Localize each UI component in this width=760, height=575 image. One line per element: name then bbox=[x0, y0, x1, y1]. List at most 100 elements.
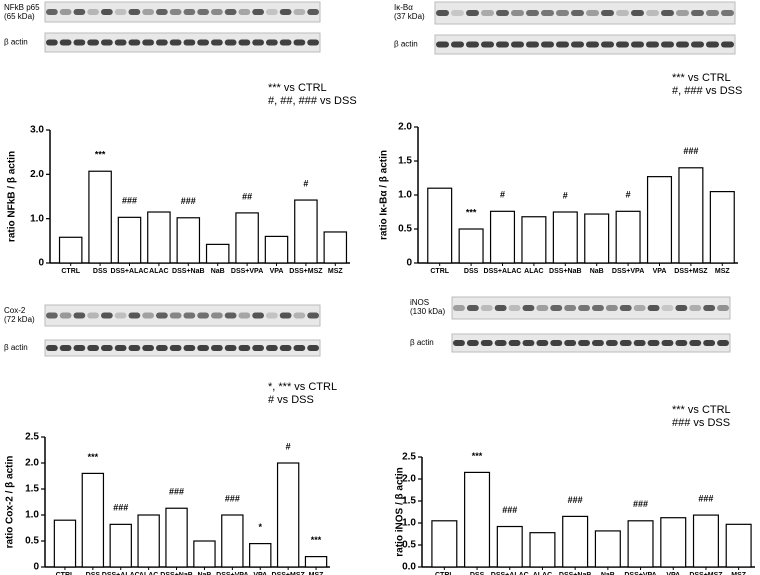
blot-band bbox=[436, 10, 449, 16]
blot-band bbox=[661, 41, 674, 48]
blot-band bbox=[496, 41, 509, 48]
x-tick-label: ALAC bbox=[149, 268, 168, 275]
blot-band bbox=[266, 39, 278, 46]
x-tick-label: DSS+VPA bbox=[216, 572, 248, 575]
bar bbox=[458, 228, 484, 264]
x-tick-label: CTRL bbox=[430, 268, 449, 275]
blot-band bbox=[564, 305, 577, 311]
significance-label: *** bbox=[311, 535, 322, 545]
blot-band bbox=[676, 10, 689, 16]
legend-text: # vs DSS bbox=[268, 394, 314, 406]
bar bbox=[221, 514, 244, 568]
y-tick-label: 2.0 bbox=[398, 122, 412, 133]
y-tick-label: 0.5 bbox=[402, 540, 416, 551]
significance-label: ## bbox=[242, 191, 252, 201]
significance-label: # bbox=[563, 190, 568, 200]
blot-band bbox=[238, 312, 251, 319]
blot-band bbox=[522, 305, 535, 311]
blot-band bbox=[279, 312, 292, 319]
blot-band bbox=[59, 9, 72, 15]
blot-band bbox=[616, 41, 629, 48]
bar bbox=[615, 210, 641, 264]
x-tick-label: VPA bbox=[270, 268, 284, 275]
bar bbox=[276, 462, 300, 568]
blot-band bbox=[279, 345, 292, 351]
significance-label: *** bbox=[95, 150, 106, 160]
blot-band bbox=[169, 9, 182, 15]
blot-band bbox=[293, 39, 306, 46]
blot-band bbox=[128, 345, 141, 351]
significance-label: ### bbox=[225, 493, 240, 503]
blot-band bbox=[706, 41, 719, 48]
y-tick-label: 2.5 bbox=[25, 432, 39, 443]
blot-band bbox=[676, 41, 689, 48]
bar bbox=[249, 542, 272, 568]
blot-label: (130 kDa) bbox=[410, 307, 445, 316]
legend-text: #, ### vs DSS bbox=[672, 85, 742, 97]
blot-background bbox=[44, 1, 321, 23]
blot-band bbox=[571, 41, 584, 48]
blot-band bbox=[252, 39, 264, 46]
blot-band bbox=[451, 10, 464, 16]
bar bbox=[53, 519, 77, 568]
blot-band bbox=[293, 345, 306, 351]
blot-band bbox=[114, 312, 127, 319]
x-tick-label: DSS+ALAC bbox=[102, 572, 140, 575]
blot-band bbox=[592, 340, 604, 346]
blot-band bbox=[605, 340, 618, 346]
blot-band bbox=[224, 9, 237, 15]
blot-band bbox=[522, 340, 535, 346]
blot-band bbox=[142, 345, 154, 351]
blot-band bbox=[101, 345, 113, 351]
blot-band bbox=[238, 39, 251, 46]
blot-label: Cox-2 bbox=[4, 306, 26, 315]
bar bbox=[627, 520, 654, 568]
blot-band bbox=[481, 41, 494, 48]
blot-band bbox=[496, 10, 509, 16]
legend-text: *** vs CTRL bbox=[672, 72, 731, 84]
blot-band bbox=[526, 10, 539, 16]
y-tick-label: 1.0 bbox=[398, 190, 412, 201]
blot-band bbox=[307, 39, 319, 46]
blot-band bbox=[46, 312, 58, 319]
x-tick-label: DSS+NaB bbox=[559, 572, 591, 575]
blot-band bbox=[114, 345, 127, 351]
blot-band bbox=[211, 345, 223, 351]
bar bbox=[264, 235, 289, 264]
bar bbox=[58, 236, 83, 264]
blot-band bbox=[156, 312, 168, 319]
x-tick-label: DSS+ALAC bbox=[491, 572, 529, 575]
blot-background bbox=[434, 34, 736, 55]
blot-band bbox=[183, 312, 196, 319]
y-tick-label: 2.0 bbox=[25, 458, 39, 469]
bar bbox=[205, 243, 230, 264]
blot-band bbox=[526, 41, 539, 48]
blot-band bbox=[536, 340, 549, 346]
y-tick-label: 1.5 bbox=[402, 496, 416, 507]
blot-band bbox=[721, 10, 734, 16]
significance-label: ### bbox=[122, 196, 137, 206]
blot-band bbox=[307, 9, 319, 15]
blot-band bbox=[101, 39, 113, 46]
blot-band bbox=[466, 340, 479, 346]
blot-band bbox=[494, 340, 507, 346]
significance-label: ### bbox=[113, 503, 128, 513]
bar bbox=[294, 199, 318, 264]
blot-band bbox=[279, 9, 292, 15]
bar bbox=[692, 514, 719, 568]
blot-band bbox=[616, 10, 629, 16]
legend-text: *, *** vs CTRL bbox=[268, 381, 337, 393]
blot-band bbox=[252, 312, 264, 319]
x-tick-label: MSZ bbox=[715, 268, 731, 275]
bar bbox=[193, 540, 216, 568]
blot-band bbox=[550, 305, 563, 311]
y-tick-label: 1.0 bbox=[30, 213, 44, 224]
blot-band bbox=[592, 305, 604, 311]
blot-band bbox=[706, 10, 719, 16]
blot-band bbox=[211, 39, 223, 46]
bar bbox=[584, 213, 610, 264]
x-tick-label: NaB bbox=[590, 268, 604, 275]
blot-band bbox=[631, 10, 644, 16]
blot-band bbox=[721, 41, 734, 48]
blot-band bbox=[266, 9, 278, 15]
